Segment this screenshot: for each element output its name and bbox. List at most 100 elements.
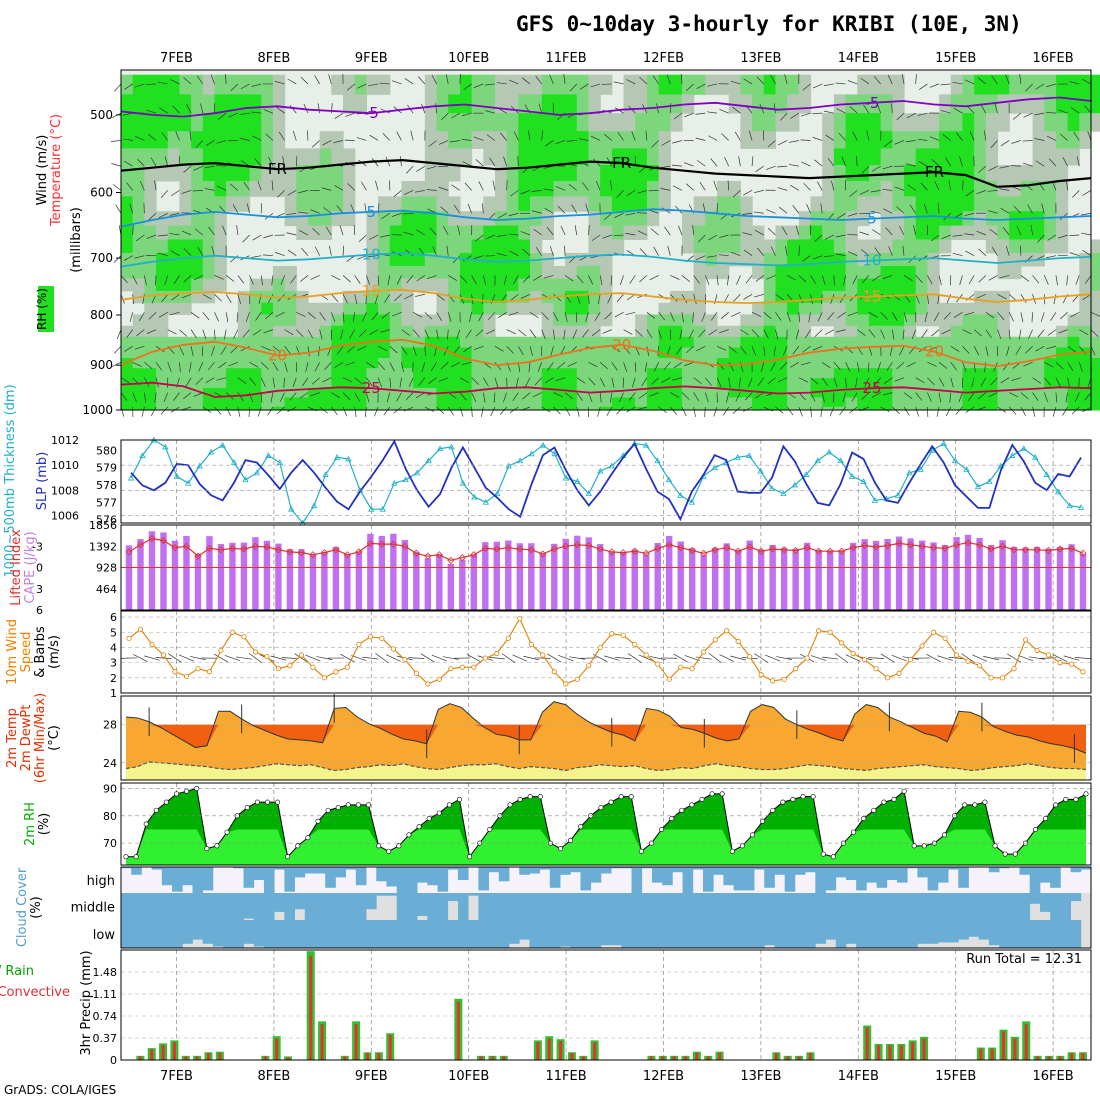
rh-cell [518,165,531,182]
wind-barb [973,346,980,356]
wind-barb [820,406,823,417]
wind-barb [223,329,227,340]
rh-cell [179,148,192,166]
rh-cell [191,278,204,292]
wind-barb [1058,109,1068,114]
wind-barb [688,329,694,339]
rh-cell [354,325,368,338]
rh-cell [132,278,145,292]
wind-barb [823,255,834,257]
wind-barb [216,164,227,167]
wind-barb [625,232,636,236]
rh-cell [635,148,648,166]
wind-barb [637,190,648,194]
wind-barb [902,245,905,256]
cape-bar [711,547,719,610]
wind-barb [1023,361,1033,367]
cloud-cell [529,920,541,948]
wind-barb [513,131,519,141]
rh-cell [962,225,975,240]
rh-cell [121,397,134,408]
wind-barb [576,377,586,384]
rh-cell [1055,148,1069,166]
rh-cell [845,196,858,212]
wind-barb [831,180,835,191]
wind-speed-marker [149,641,155,648]
wind-barb [354,406,357,417]
wind-barb [268,157,274,167]
rh-cell [518,131,531,149]
rh-cell [261,302,274,315]
rh-cell [214,165,227,182]
rh-cell [810,290,823,304]
wind-barb [420,653,435,663]
rh-cell [985,196,999,212]
rh-cell [506,225,519,240]
wind-barb [233,329,239,339]
rh-cell [202,211,216,227]
cape-bar [298,549,305,610]
rh-cell [588,314,601,327]
rh-cell [1044,368,1057,379]
rh-cell [728,180,741,197]
li-marker [596,545,604,553]
wind-barb [639,248,648,256]
precip-convective-bar [502,1056,506,1060]
wind-barb [871,165,881,172]
wind-barb [873,76,881,85]
rh-cell [1067,314,1080,327]
rh-cell [892,225,905,240]
wind-barb [275,252,285,257]
rh-cell [179,368,192,379]
wind-barb [773,103,776,114]
rh-cell [822,302,835,315]
rh-cell [1044,148,1057,166]
wind-barb [681,294,688,304]
rh-cell [845,368,858,379]
wind-barb [1078,362,1083,372]
wind-barb [412,329,420,338]
rh-cell [284,347,297,359]
wind-barb [426,189,437,191]
cloud-cell [794,893,806,920]
rh-cell [588,325,601,338]
rh-cell [272,265,286,280]
wind-barb [872,229,881,236]
cloud-cell [304,893,316,920]
thickness-marker [757,467,764,474]
rh-cell [307,347,321,359]
wind-barb [883,377,893,384]
wind-barb [670,392,680,398]
cloud-cell [376,893,387,896]
rh-cell [787,74,800,95]
wind-barb [252,135,262,141]
cloud-cell [988,920,1000,946]
rh-cell [600,314,613,327]
wind-barb [976,293,986,299]
rh-cell [471,113,484,132]
wind-barb [588,377,596,386]
wind-barb [889,346,893,357]
wind-barb [354,294,358,305]
rh-cell [424,278,438,292]
cloud-cell [641,920,653,948]
wind-speed-marker [275,666,282,672]
rh-cell [459,239,473,254]
rh-cell [156,94,169,114]
rh-cell [132,325,145,338]
wind-barb [993,362,998,372]
rh-cell [494,239,508,254]
rh-cell [1091,113,1100,132]
li-marker [332,546,340,554]
rh-cell [530,131,543,149]
wind-barb [305,362,309,373]
wind-barb [829,406,835,417]
li-marker [677,544,685,552]
wind-barb [457,225,461,236]
rh-cell [600,113,613,132]
rh-cell [927,406,940,411]
wind-barb [894,140,905,145]
rh-cell [156,252,169,267]
temp-tick-label: 28 [103,719,117,732]
rh-cell [833,165,847,182]
